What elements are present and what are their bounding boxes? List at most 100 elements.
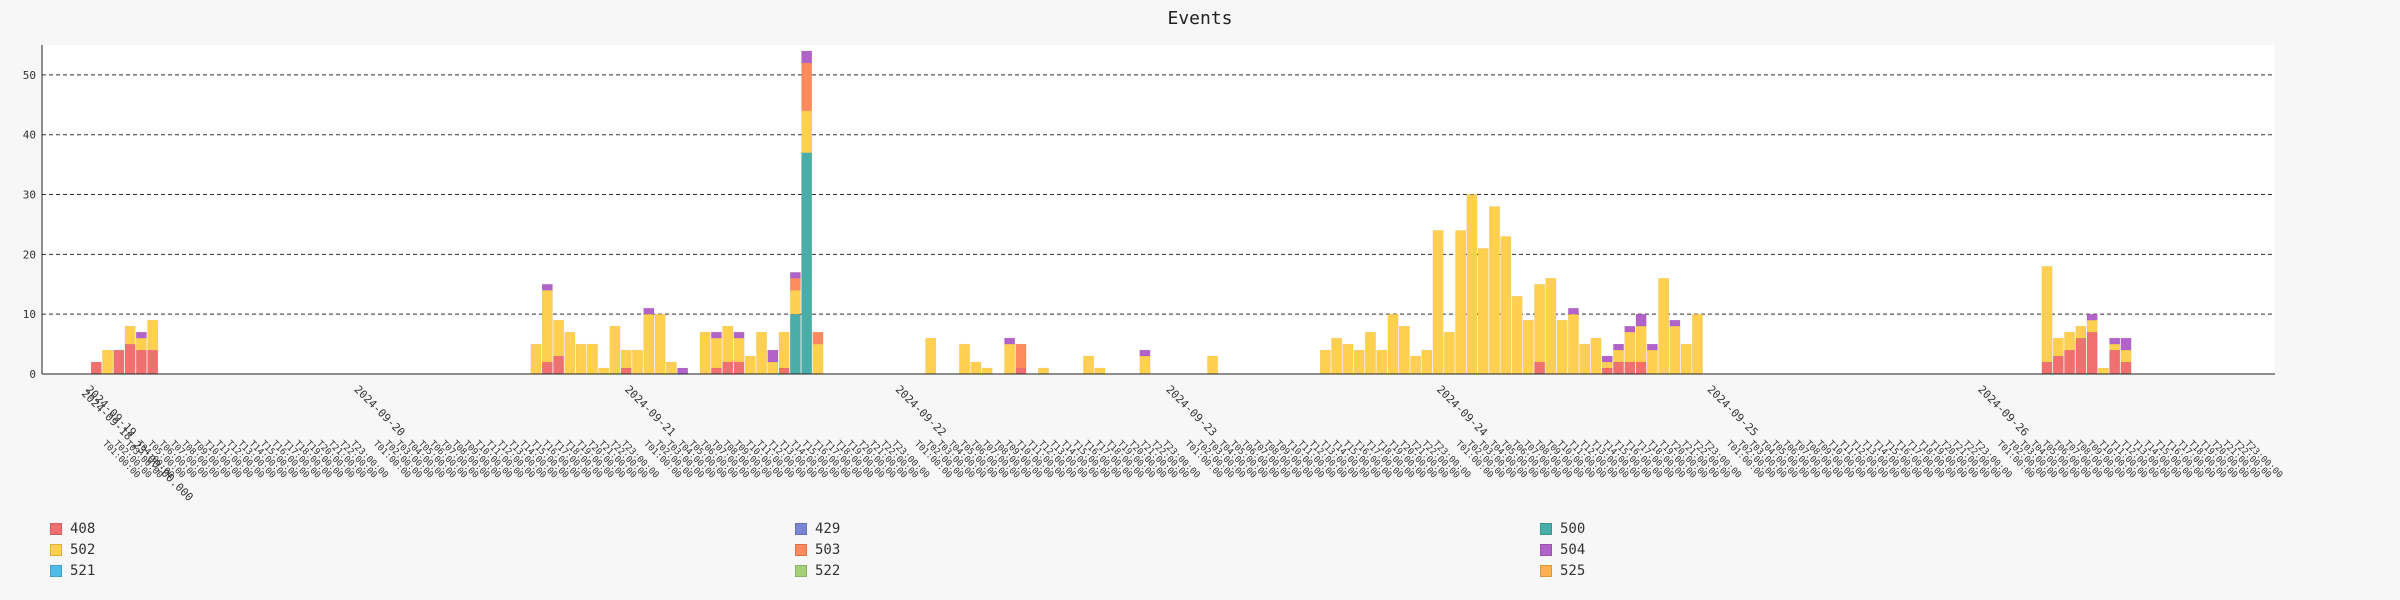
bar-segment-503	[812, 331, 824, 345]
bar-segment-502	[1590, 337, 1602, 375]
hour-tick-labels: T01:00:00T02:00:00T03:00:00T04:00:00T05:…	[100, 439, 2284, 481]
bar-segment-408	[1635, 361, 1647, 375]
bar-segment-502	[1432, 230, 1444, 375]
legend-label: 429	[815, 521, 841, 537]
bar-segment-502	[1365, 331, 1376, 375]
bar-segment-504	[1568, 307, 1579, 315]
bar-segment-502	[1398, 325, 1410, 375]
bar-segment-502	[1421, 349, 1433, 375]
bar-segment-503	[789, 278, 801, 291]
bar-segment-502	[1207, 355, 1219, 375]
legend-label: 504	[1560, 542, 1586, 558]
bar-segment-502	[1500, 236, 1512, 375]
bar-segment-502	[722, 325, 734, 363]
bar-segment-408	[1601, 367, 1613, 375]
bar-segment-504	[1635, 313, 1647, 327]
bar-segment-502	[1083, 355, 1095, 375]
bar-segment-502	[711, 337, 722, 369]
bar-segment-502	[1376, 349, 1388, 375]
bar-segment-502	[1489, 206, 1500, 375]
legend-item-502[interactable]: 502	[50, 541, 795, 559]
bar-segment-504	[1624, 325, 1636, 333]
legend-item-522[interactable]: 522	[795, 562, 1540, 580]
bar-segment-502	[2120, 349, 2132, 363]
bar-segment-502	[609, 325, 621, 375]
legend-item-525[interactable]: 525	[1540, 562, 2285, 580]
chart-title: Events	[1167, 8, 1233, 29]
bar-segment-502	[665, 361, 677, 375]
bar-segment-502	[959, 343, 970, 375]
legend-item-503[interactable]: 503	[795, 541, 1540, 559]
bar-segment-502	[1331, 337, 1343, 375]
bar-segment-502	[2041, 266, 2053, 363]
bar-segment-502	[1692, 313, 1703, 375]
x-date-tick-label: 2024-09-25	[1705, 383, 1761, 439]
legend-swatch	[795, 565, 807, 577]
bar-segment-504	[733, 331, 745, 339]
bar-segment-502	[756, 331, 768, 375]
bar-segment-408	[2109, 349, 2121, 375]
bar-segment-504	[1669, 319, 1681, 327]
bar-segment-502	[1613, 349, 1624, 363]
bar-segment-408	[2075, 337, 2087, 375]
legend-swatch	[795, 544, 807, 556]
bar-segment-500	[801, 152, 813, 375]
bar-segment-408	[113, 349, 125, 375]
bar-segment-502	[699, 331, 711, 375]
bar-segment-504	[2120, 337, 2132, 351]
bar-segment-504	[711, 331, 722, 339]
bar-segment-502	[981, 367, 993, 375]
bar-segment-502	[733, 337, 745, 363]
bar-segment-504	[767, 349, 779, 363]
bar-segment-502	[1579, 343, 1591, 375]
bar-segment-502	[778, 331, 790, 369]
bar-segment-502	[2052, 337, 2064, 357]
bar-segment-502	[970, 361, 982, 375]
bar-segment-502	[598, 367, 610, 375]
bar-segment-502	[654, 313, 666, 375]
bar-segment-502	[1466, 194, 1478, 375]
x-date-tick-label: 2024-09-24	[1434, 383, 1490, 439]
bar-segment-502	[1443, 331, 1455, 375]
bar-segment-502	[1658, 278, 1670, 375]
bar-segment-503	[1015, 343, 1027, 369]
legend-label: 408	[70, 521, 96, 537]
bar-segment-502	[1139, 355, 1151, 375]
legend-item-500[interactable]: 500	[1540, 520, 2285, 538]
legend-label: 522	[815, 563, 841, 579]
legend-item-429[interactable]: 429	[795, 520, 1540, 538]
bar-segment-504	[1139, 349, 1151, 357]
bar-segment-502	[102, 349, 113, 375]
legend-label: 525	[1560, 563, 1586, 579]
legend-item-521[interactable]: 521	[50, 562, 795, 580]
legend-label: 521	[70, 563, 96, 579]
bar-segment-408	[2086, 331, 2098, 375]
bar-segment-502	[1646, 349, 1658, 375]
bar-segment-502	[1410, 355, 1422, 375]
bar-segment-504	[789, 272, 801, 279]
bar-segment-502	[632, 349, 643, 375]
legend-label: 502	[70, 542, 96, 558]
legend-swatch	[795, 523, 807, 535]
bar-segment-504	[2086, 313, 2098, 321]
legend-item-408[interactable]: 408	[50, 520, 795, 538]
bar-segment-504	[1613, 343, 1624, 351]
bar-segment-408	[1613, 361, 1624, 375]
bar-segment-502	[1522, 319, 1534, 375]
bar-segment-502	[2064, 331, 2076, 351]
bar-segment-502	[1556, 319, 1568, 375]
bar-segment-502	[801, 110, 813, 153]
bar-segment-408	[2120, 361, 2132, 375]
y-tick-label: 20	[23, 248, 36, 261]
bar-segment-408	[553, 355, 565, 375]
bar-segment-502	[135, 337, 147, 351]
bar-segment-502	[1477, 248, 1489, 375]
legend-item-504[interactable]: 504	[1540, 541, 2285, 559]
bar-segment-408	[1015, 367, 1027, 375]
bar-segment-408	[2052, 355, 2064, 375]
x-date-tick-label: 2024-09-22	[893, 383, 949, 439]
bar-segment-408	[778, 367, 790, 375]
bar-segment-502	[1669, 325, 1681, 375]
plot-area	[42, 45, 2275, 374]
y-tick-label: 30	[23, 189, 36, 202]
